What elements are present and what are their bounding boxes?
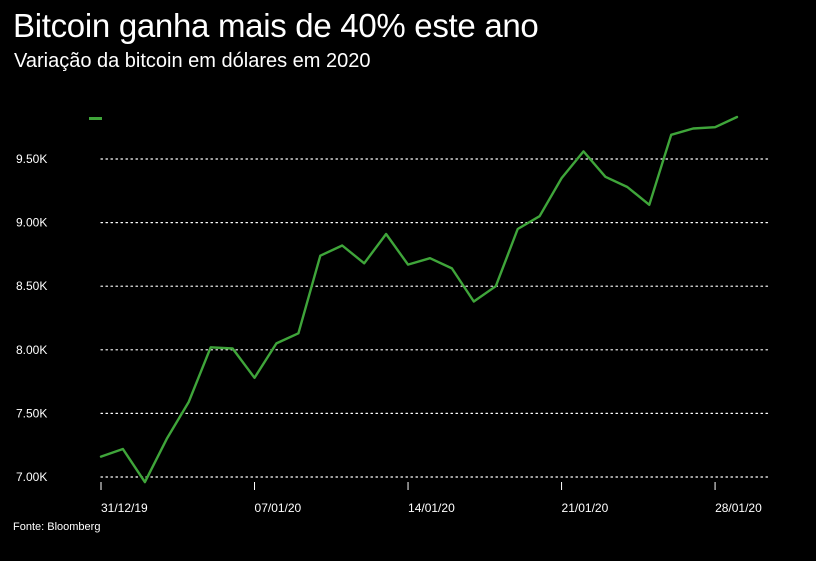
legend-swatch [89,117,102,120]
y-tick-label: 8.00K [16,343,47,357]
y-axis: 7.00K 7.50K 8.00K 8.50K 9.00K 9.50K [16,152,47,484]
x-tick-label: 31/12/19 [101,501,148,515]
y-tick-label: 9.00K [16,216,47,230]
series-line [99,115,739,484]
grid-lines [100,158,769,478]
x-tick-label: 28/01/20 [715,501,762,515]
chart-title: Bitcoin ganha mais de 40% este ano [13,7,539,44]
y-tick-label: 9.50K [16,152,47,166]
y-tick-label: 7.00K [16,470,47,484]
y-tick-label: 7.50K [16,406,47,420]
x-tick-label: 21/01/20 [562,501,609,515]
x-tick-label: 07/01/20 [255,501,302,515]
chart-subtitle: Variação da bitcoin em dólares em 2020 [14,50,371,72]
x-tick-label: 14/01/20 [408,501,455,515]
series-group [99,115,739,484]
source-note: Fonte: Bloomberg [13,521,101,533]
y-tick-label: 8.50K [16,279,47,293]
x-axis: 31/12/19 07/01/20 14/01/20 21/01/20 28/01/20… [100,482,762,515]
